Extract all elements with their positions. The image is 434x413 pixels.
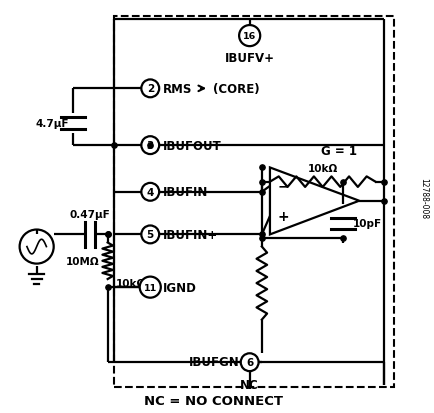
Circle shape bbox=[240, 354, 258, 371]
Text: 12788-008: 12788-008 bbox=[419, 178, 427, 219]
Circle shape bbox=[141, 137, 159, 155]
Text: +: + bbox=[276, 209, 288, 223]
Text: IBUFGN: IBUFGN bbox=[188, 356, 239, 368]
Text: NC: NC bbox=[240, 378, 258, 391]
Text: RMS: RMS bbox=[162, 83, 191, 96]
Text: G = 1: G = 1 bbox=[320, 145, 356, 158]
Text: 10pF: 10pF bbox=[352, 219, 381, 229]
Text: 4: 4 bbox=[146, 188, 154, 197]
Circle shape bbox=[141, 183, 159, 201]
Text: 11: 11 bbox=[143, 283, 157, 292]
Text: IBUFV+: IBUFV+ bbox=[224, 52, 274, 65]
Text: 10MΩ: 10MΩ bbox=[66, 256, 99, 266]
Text: 10kΩ: 10kΩ bbox=[115, 278, 146, 288]
Text: 3: 3 bbox=[146, 141, 154, 151]
Text: (CORE): (CORE) bbox=[213, 83, 259, 96]
Text: IBUFIN+: IBUFIN+ bbox=[162, 228, 217, 241]
Text: 0.47μF: 0.47μF bbox=[69, 209, 110, 219]
Text: 4.7μF: 4.7μF bbox=[36, 119, 69, 128]
Text: 16: 16 bbox=[243, 32, 256, 41]
Text: −: − bbox=[276, 179, 288, 193]
Text: IBUFOUT: IBUFOUT bbox=[162, 139, 220, 152]
Text: 2: 2 bbox=[146, 84, 154, 94]
Text: 10kΩ: 10kΩ bbox=[307, 163, 337, 173]
Text: IGND: IGND bbox=[162, 281, 196, 294]
Circle shape bbox=[141, 226, 159, 244]
Text: IBUFIN−: IBUFIN− bbox=[162, 186, 217, 199]
Circle shape bbox=[139, 277, 161, 298]
Text: 6: 6 bbox=[246, 357, 253, 367]
Text: 5: 5 bbox=[146, 230, 154, 240]
Circle shape bbox=[141, 80, 159, 98]
Circle shape bbox=[239, 26, 260, 47]
Text: NC = NO CONNECT: NC = NO CONNECT bbox=[143, 394, 282, 407]
